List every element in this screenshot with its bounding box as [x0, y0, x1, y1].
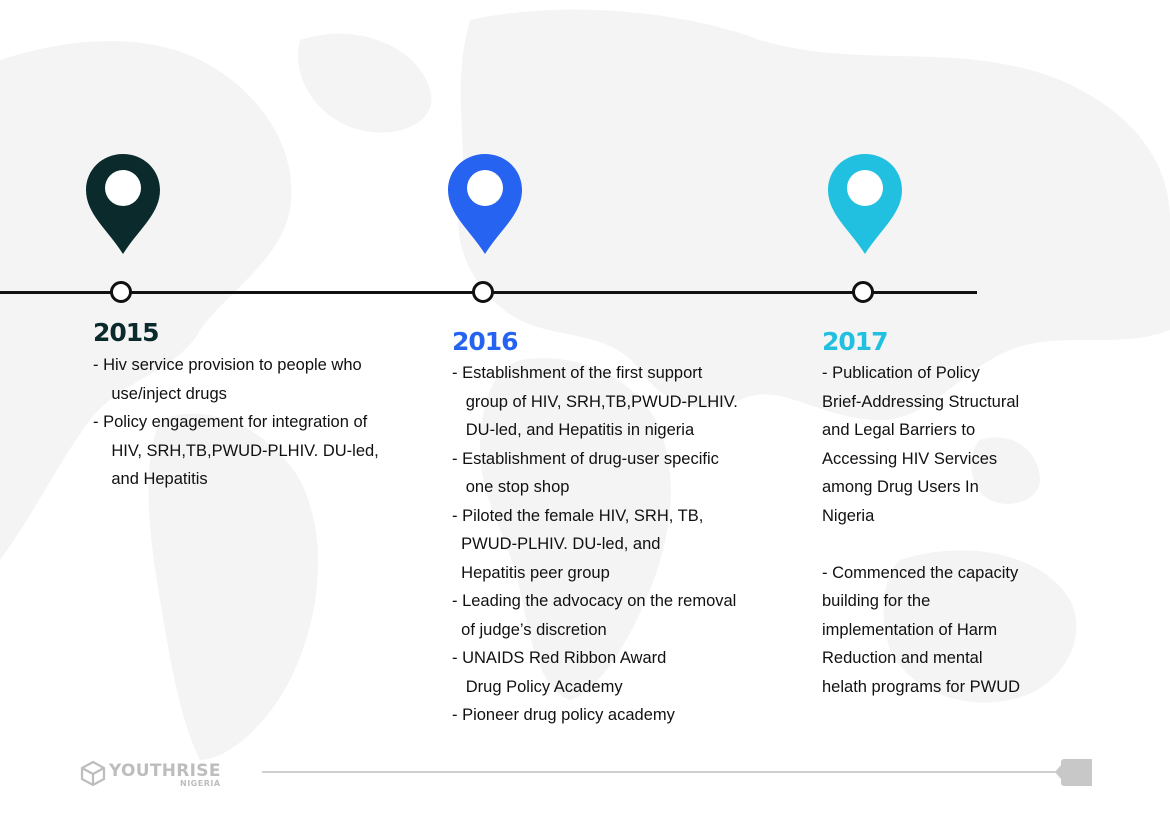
year-2015: 2015 [93, 318, 160, 347]
milestone-item: Hepatitis peer group [452, 563, 610, 582]
milestone-item: - UNAIDS Red Ribbon Award [452, 649, 667, 667]
cube-icon [80, 760, 106, 786]
milestone-item [822, 530, 1020, 559]
milestone-item: - Pioneer drug policy academy [452, 706, 675, 724]
logo-subtitle: NIGERIA [180, 779, 221, 788]
location-pin-icon-2017 [828, 154, 902, 254]
year-2016: 2016 [452, 327, 519, 356]
milestone-item: among Drug Users In [822, 478, 979, 496]
milestone-item: helath programs for PWUD [822, 677, 1021, 696]
milestone-item: - Establishment of the first support [452, 364, 703, 382]
milestone-item: and Hepatitis [93, 470, 208, 488]
milestones-2016: - Establishment of the first support gro… [452, 359, 738, 730]
milestone-item: - Commenced the capacity [822, 563, 1019, 582]
milestone-item: and Legal Barriers to [822, 421, 976, 439]
timeline-node-2017 [852, 281, 874, 303]
milestone-item: Brief-Addressing Structural [822, 392, 1020, 411]
milestone-item: Accessing HIV Services [822, 449, 998, 468]
milestone-item: Drug Policy Academy [452, 677, 623, 696]
milestone-item: - Policy engagement for integration of [93, 413, 368, 431]
milestones-2015: - Hiv service provision to people who us… [93, 351, 379, 494]
milestone-item: - Leading the advocacy on the removal [452, 592, 737, 610]
milestone-item: of judge’s discretion [452, 620, 607, 639]
milestone-item: one stop shop [452, 478, 570, 496]
page-tab [1055, 759, 1092, 786]
location-pin-icon-2016 [448, 154, 522, 254]
milestone-item: PWUD-PLHIV. DU-led, and [452, 535, 661, 553]
logo-name: YOUTHRISE [109, 761, 221, 781]
milestone-item: implementation of Harm [822, 620, 998, 639]
footer-divider [262, 771, 1064, 773]
milestone-item: - Establishment of drug-user specific [452, 449, 719, 468]
year-2017: 2017 [822, 327, 889, 356]
milestone-item: - Hiv service provision to people who [93, 356, 362, 374]
milestone-item: - Piloted the female HIV, SRH, TB, [452, 506, 704, 525]
milestones-2017: - Publication of Policy Brief-Addressing… [822, 359, 1020, 701]
milestone-item: DU-led, and Hepatitis in nigeria [452, 421, 695, 439]
milestone-item: - Publication of Policy [822, 364, 980, 382]
timeline-node-2015 [110, 281, 132, 303]
milestone-item: Reduction and mental [822, 649, 983, 667]
milestone-item: group of HIV, SRH,TB,PWUD-PLHIV. [452, 392, 738, 411]
timeline-node-2016 [472, 281, 494, 303]
milestone-item: HIV, SRH,TB,PWUD-PLHIV. DU-led, [93, 441, 379, 460]
location-pin-icon-2015 [86, 154, 160, 254]
milestone-item: Nigeria [822, 506, 875, 525]
milestone-item: use/inject drugs [93, 384, 227, 403]
milestone-item: building for the [822, 592, 931, 610]
